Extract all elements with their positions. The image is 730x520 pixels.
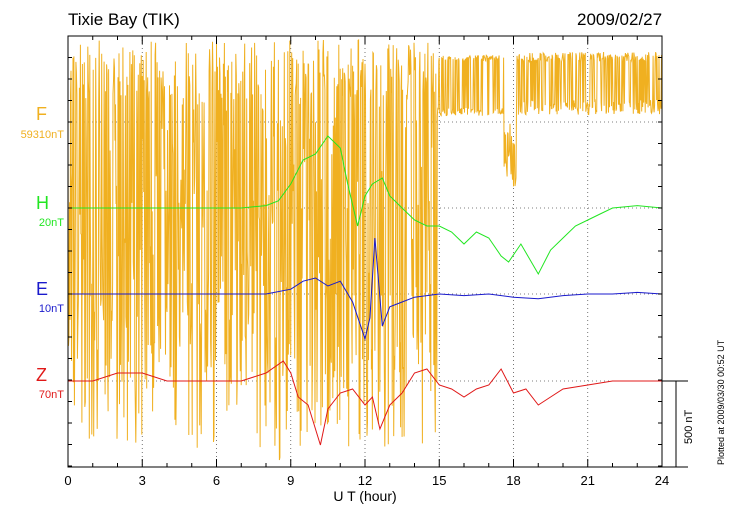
trace-h bbox=[68, 135, 663, 276]
channel-e-scale: 10nT bbox=[38, 303, 64, 315]
trace-z bbox=[68, 360, 662, 446]
x-tick-label: 15 bbox=[432, 473, 446, 488]
channel-f-scale: 59310nT bbox=[20, 129, 64, 141]
channel-z-name: Z bbox=[36, 365, 47, 385]
x-tick-label: 3 bbox=[139, 473, 146, 488]
channel-h-name: H bbox=[36, 193, 49, 213]
channel-f-name: F bbox=[36, 104, 47, 124]
x-tick-label: 18 bbox=[506, 473, 520, 488]
x-tick-label: 6 bbox=[213, 473, 220, 488]
x-tick-label: 0 bbox=[64, 473, 71, 488]
x-tick-label: 9 bbox=[287, 473, 294, 488]
traces bbox=[67, 39, 663, 461]
x-tick-label: 24 bbox=[655, 473, 669, 488]
x-axis-label: U T (hour) bbox=[333, 488, 397, 504]
station-title: Tixie Bay (TIK) bbox=[68, 10, 180, 29]
x-tick-label: 21 bbox=[581, 473, 595, 488]
plotted-timestamp: Plotted at 2009/03/30 00:52 UT bbox=[716, 339, 726, 465]
trace-f bbox=[67, 39, 663, 461]
channel-h-scale: 20nT bbox=[38, 217, 64, 229]
scale-bar-label: 500 nT bbox=[683, 409, 695, 444]
ticks: 0 3 6 9 12 15 18 21 24 bbox=[64, 36, 688, 488]
grid bbox=[68, 36, 662, 467]
trace-e bbox=[68, 237, 663, 341]
channel-z-scale: 70nT bbox=[38, 389, 64, 401]
date-title: 2009/02/27 bbox=[577, 10, 663, 29]
x-tick-label: 12 bbox=[358, 473, 372, 488]
channel-e-name: E bbox=[36, 279, 49, 299]
plot-frame bbox=[67, 35, 663, 468]
